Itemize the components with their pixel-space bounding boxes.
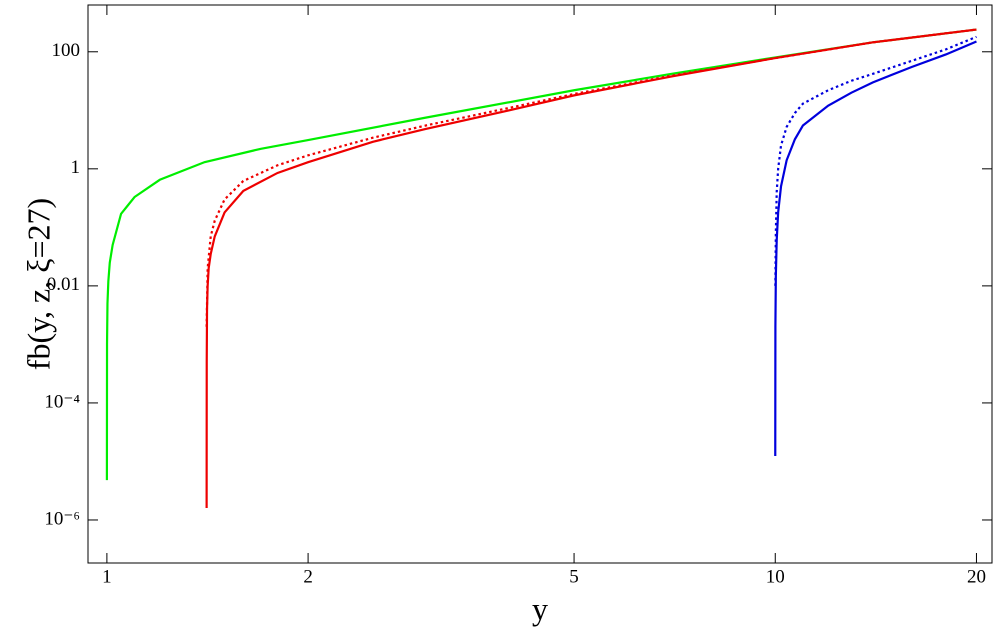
y-tick-label: 10⁻⁶ [44,508,80,529]
y-tick-label: 10⁻⁴ [44,391,80,412]
series-line [205,28,977,509]
y-tick-label: 1 [71,157,81,178]
plot-frame [87,4,993,564]
series-line [205,28,977,327]
series-line [774,35,977,286]
y-tick-label: 100 [52,40,81,61]
x-tick-label: 2 [303,566,313,587]
series-line [774,40,977,456]
x-tick-label: 1 [102,566,112,587]
y-axis-label: fb(y, z, ξ=27) [20,198,56,370]
x-tick-label: 20 [967,566,986,587]
y-tick-label: 0.01 [47,274,80,295]
series-line [105,28,977,481]
x-axis-label: y [532,590,548,626]
x-tick-label: 5 [569,566,579,587]
x-tick-label: 10 [766,566,785,587]
